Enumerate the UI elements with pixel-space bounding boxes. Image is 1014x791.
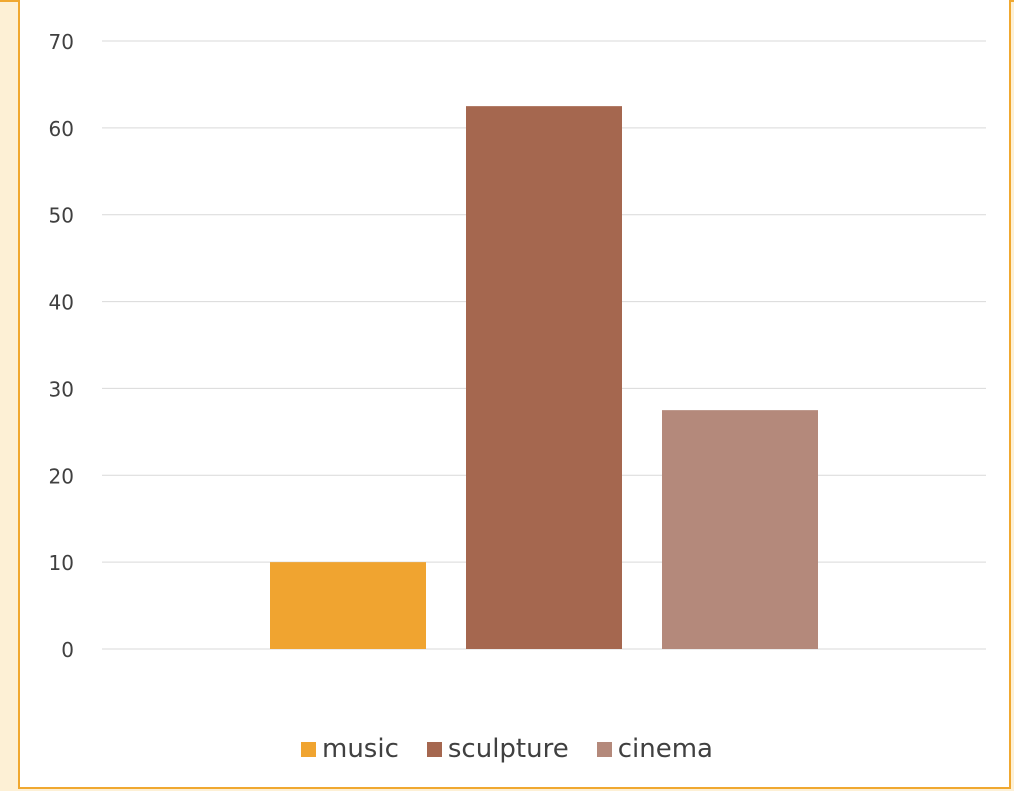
y-tick-label: 20	[49, 464, 74, 488]
y-tick-label: 40	[49, 291, 74, 315]
y-tick-label: 10	[49, 551, 74, 575]
bar-cinema	[662, 410, 818, 649]
legend-item-cinema: cinema	[596, 734, 713, 764]
y-tick-label: 30	[49, 377, 74, 401]
bar-sculpture	[466, 106, 622, 649]
y-tick-label: 70	[49, 30, 74, 54]
bar-music	[270, 562, 426, 649]
bars	[270, 106, 818, 649]
legend-swatch	[301, 741, 316, 757]
legend-label: cinema	[617, 734, 713, 764]
bar-chart: 0 10 20 30 40 50 60 70	[49, 30, 986, 662]
y-axis-ticks: 0 10 20 30 40 50 60 70	[49, 30, 74, 662]
y-tick-label: 60	[49, 117, 74, 141]
y-tick-label: 0	[61, 638, 74, 662]
legend-item-sculpture: sculpture	[426, 734, 569, 764]
legend: music sculpture cinema	[0, 734, 1014, 764]
legend-item-music: music	[301, 734, 399, 764]
y-tick-label: 50	[49, 204, 74, 228]
legend-swatch	[596, 741, 612, 757]
legend-swatch	[426, 741, 442, 757]
legend-label: music	[322, 734, 399, 764]
legend-label: sculpture	[447, 734, 569, 764]
